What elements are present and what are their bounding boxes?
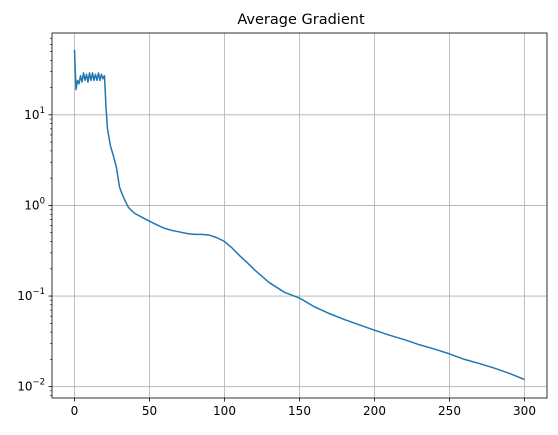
x-axis: 0 50 100 150 200 250 300 [71, 398, 536, 418]
x-tick-label: 0 [71, 404, 79, 418]
x-tick-label: 100 [213, 404, 236, 418]
y-tick-label: 10−1 [17, 287, 45, 303]
x-tick-label: 150 [288, 404, 311, 418]
x-tick-label: 250 [438, 404, 461, 418]
y-tick-label: 101 [24, 106, 45, 122]
x-tick-label: 300 [513, 404, 536, 418]
y-tick-label: 10−2 [17, 378, 45, 394]
y-tick-label: 100 [24, 196, 45, 212]
y-axis: 10−2 10−1 100 101 [17, 37, 52, 396]
plot-area [73, 49, 525, 381]
x-tick-label: 50 [142, 404, 157, 418]
x-tick-label: 200 [363, 404, 386, 418]
series-line [73, 49, 525, 381]
grid [52, 33, 547, 398]
chart-title: Average Gradient [237, 12, 365, 28]
axes-frame [51, 32, 548, 399]
